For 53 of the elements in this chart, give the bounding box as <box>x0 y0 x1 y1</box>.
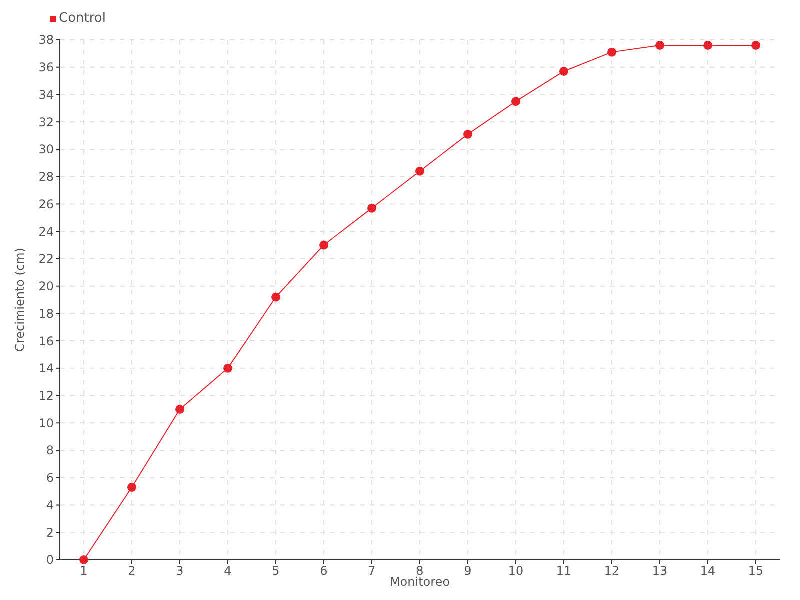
point <box>176 404 184 414</box>
y-tick-label: 8 <box>46 444 54 458</box>
y-axis-title: Crecimiento (cm) <box>13 248 27 352</box>
point <box>320 240 328 250</box>
x-tick-label: 12 <box>604 564 620 578</box>
point <box>656 40 664 50</box>
y-tick-label: 4 <box>46 498 54 512</box>
x-tick-label: 13 <box>652 564 668 578</box>
x-tick-label: 3 <box>176 564 184 578</box>
x-tick-label: 8 <box>416 564 424 578</box>
x-tick-label: 9 <box>464 564 472 578</box>
point <box>368 204 376 213</box>
y-tick-label: 26 <box>38 197 54 212</box>
y-tick-label: 36 <box>38 60 54 75</box>
x-tick-label: 7 <box>368 564 376 578</box>
point <box>416 166 424 176</box>
y-tick-label: 0 <box>46 553 54 568</box>
y-tick-label: 2 <box>46 526 54 540</box>
point <box>80 556 88 564</box>
point <box>608 48 616 57</box>
y-tick-label: 22 <box>38 252 54 266</box>
x-tick-label: 14 <box>700 564 716 578</box>
y-tick-label: 24 <box>38 224 54 239</box>
y-tick-label: 10 <box>38 416 54 430</box>
x-tick-label: 4 <box>224 564 232 578</box>
point <box>752 40 760 50</box>
point <box>272 292 280 302</box>
y-tick-label: 34 <box>38 88 54 102</box>
y-tick-label: 6 <box>46 471 54 486</box>
point <box>560 66 568 76</box>
legend-label: Control <box>59 11 106 26</box>
y-tick-label: 20 <box>38 280 54 294</box>
point <box>128 482 136 492</box>
y-tick-label: 18 <box>38 306 54 321</box>
y-tick-label: 14 <box>38 362 54 376</box>
point <box>224 364 232 373</box>
point <box>704 40 712 50</box>
point <box>464 130 472 139</box>
y-tick-label: 16 <box>38 334 54 348</box>
x-tick-label: 2 <box>128 564 136 578</box>
y-tick-label: 38 <box>38 33 54 48</box>
x-tick-label: 1 <box>80 564 88 578</box>
y-tick-label: 30 <box>38 142 54 157</box>
y-tick-label: 12 <box>38 388 54 403</box>
x-tick-label: 5 <box>272 564 280 578</box>
x-tick-label: 10 <box>508 564 524 578</box>
y-tick-label: 32 <box>38 115 54 130</box>
x-tick-label: 15 <box>748 564 764 578</box>
x-axis-title: Monitoreo <box>390 575 450 589</box>
x-tick-label: 6 <box>320 564 328 578</box>
y-tick-label: 28 <box>38 170 54 184</box>
x-tick-label: 11 <box>556 564 572 578</box>
point <box>512 97 520 106</box>
